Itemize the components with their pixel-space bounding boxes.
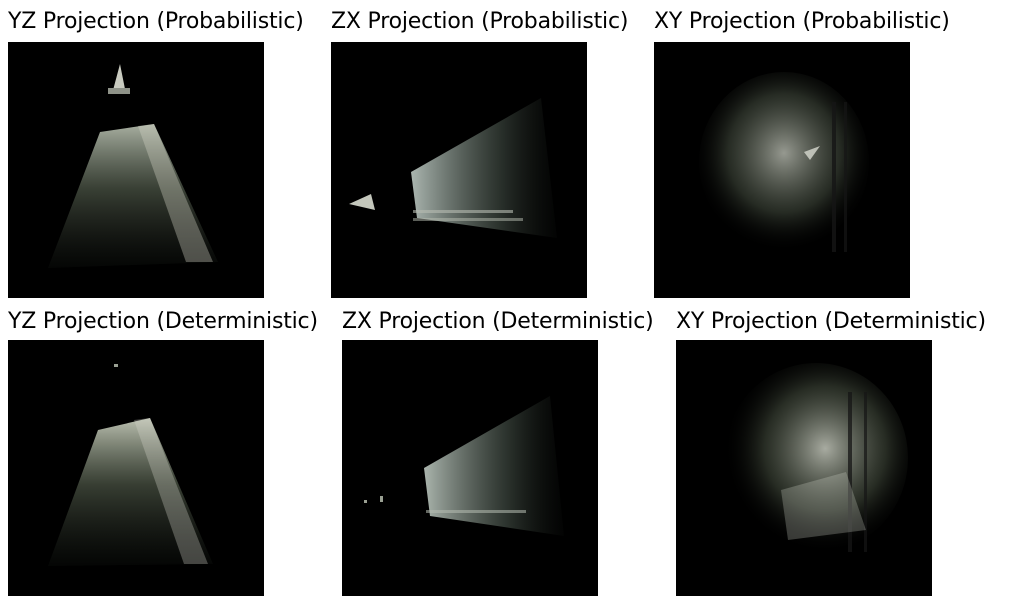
- panel-title: XY Projection (Deterministic): [676, 309, 986, 334]
- xy-projection-image: [654, 42, 910, 298]
- zx-projection-image: [342, 340, 598, 596]
- zx-projection-image: [331, 42, 587, 298]
- xy-projection-image: [676, 340, 932, 596]
- yz-projection-image: [8, 42, 264, 298]
- panel-title: XY Projection (Probabilistic): [654, 9, 950, 34]
- panel-title: ZX Projection (Deterministic): [342, 309, 654, 334]
- panel-title: YZ Projection (Deterministic): [8, 309, 318, 334]
- yz-projection-image: [8, 340, 264, 596]
- panel-title: ZX Projection (Probabilistic): [331, 9, 629, 34]
- panel-title: YZ Projection (Probabilistic): [8, 9, 304, 34]
